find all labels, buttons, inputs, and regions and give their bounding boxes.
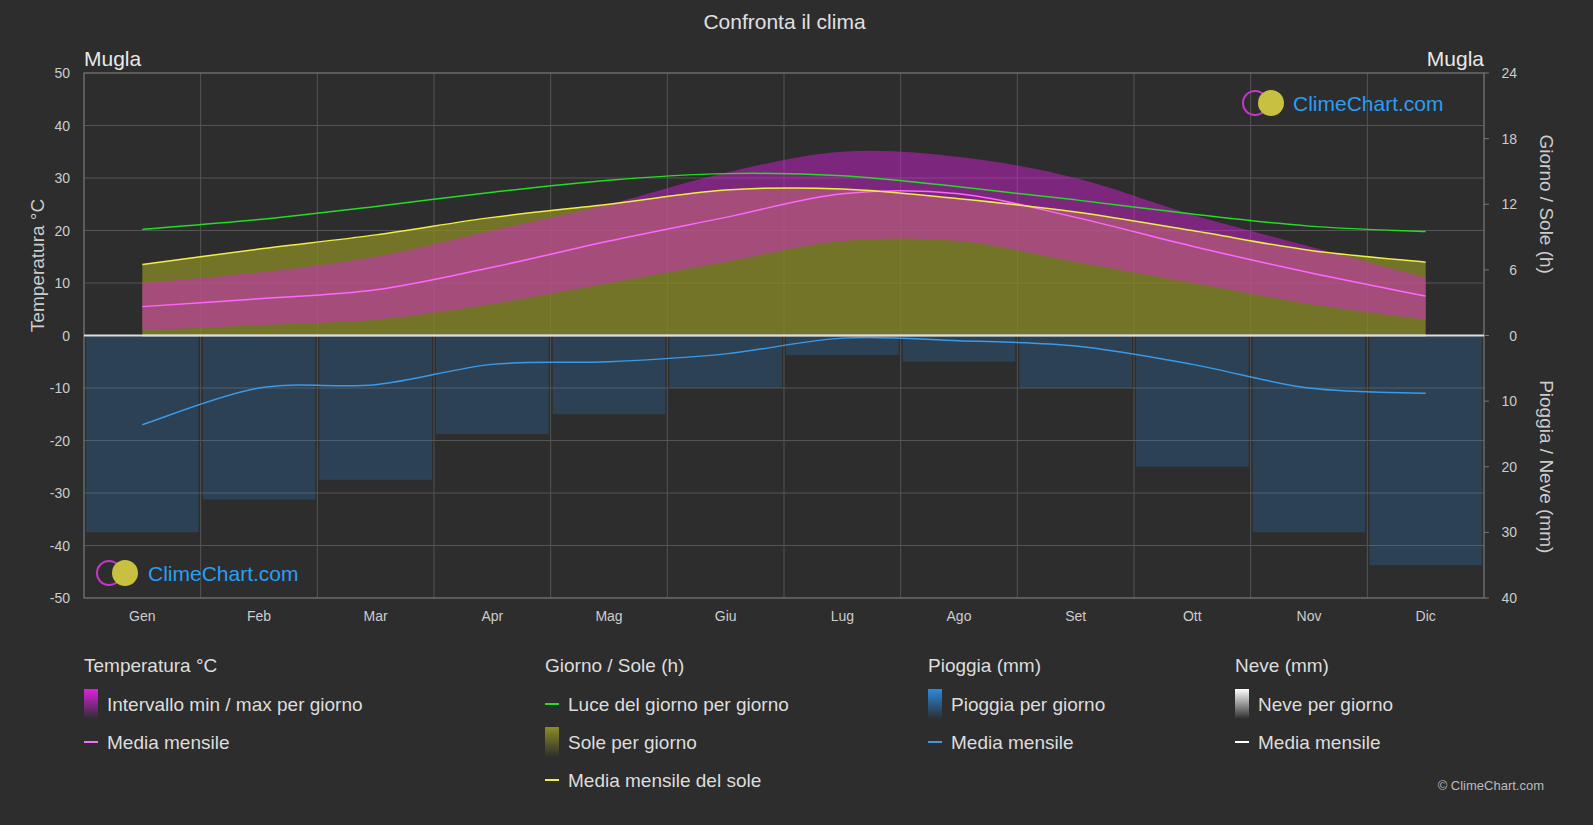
x-tick-label: Mar: [364, 608, 388, 624]
tick: [1484, 269, 1489, 270]
x-tick-label: Mag: [595, 608, 622, 624]
x-tick-label: Lug: [831, 608, 854, 624]
tick-label: 12: [1501, 196, 1517, 212]
bar: [436, 336, 549, 434]
tick-label: -10: [50, 380, 70, 396]
bar: [319, 336, 432, 480]
tick-label: 10: [1501, 393, 1517, 409]
legend-label: Sole per giorno: [568, 732, 697, 753]
legend-heading: Pioggia (mm): [928, 655, 1041, 676]
tick-label: 24: [1501, 65, 1517, 81]
copyright: © ClimeChart.com: [1438, 778, 1544, 793]
tick-label: -20: [50, 433, 70, 449]
legend-heading: Neve (mm): [1235, 655, 1329, 676]
tick-label: 30: [54, 170, 70, 186]
legend-label: Pioggia per giorno: [951, 694, 1105, 715]
tick-label: 18: [1501, 131, 1517, 147]
x-tick-label: Ago: [947, 608, 972, 624]
legend-heading: Temperatura °C: [84, 655, 217, 676]
tick-label: -30: [50, 485, 70, 501]
tick: [1484, 335, 1489, 336]
bar: [1253, 336, 1366, 533]
plot-area: [86, 151, 1482, 565]
grid-line: [84, 335, 1484, 336]
tick-label: 50: [54, 65, 70, 81]
chart: -50 -40 -30 -20 -10 0 10 20 30 40 50 0 6 12 18 24 10 20 30…: [0, 0, 1593, 825]
background: [0, 0, 1593, 825]
x-tick-label: Giu: [715, 608, 737, 624]
tick: [1484, 466, 1489, 467]
legend-heading: Giorno / Sole (h): [545, 655, 684, 676]
x-tick-label: Apr: [481, 608, 503, 624]
tick-label: 10: [54, 275, 70, 291]
x-tick-label: Gen: [129, 608, 155, 624]
legend-swatch: [545, 779, 559, 781]
tick-label: 20: [54, 223, 70, 239]
title: Confronta il clima: [703, 10, 866, 33]
bar: [1136, 336, 1249, 467]
location-right: Mugla: [1427, 47, 1485, 70]
legend-swatch: [84, 741, 98, 743]
tick-label: 40: [54, 118, 70, 134]
legend-label: Neve per giorno: [1258, 694, 1393, 715]
x-tick-label: Feb: [247, 608, 271, 624]
y3-axis-label: Pioggia / Neve (mm): [1536, 380, 1557, 553]
tick-label: 30: [1501, 524, 1517, 540]
legend-label: Media mensile: [1258, 732, 1381, 753]
legend-label: Media mensile del sole: [568, 770, 761, 791]
tick-label: -50: [50, 590, 70, 606]
tick-label: 40: [1501, 590, 1517, 606]
legend-label: Intervallo min / max per giorno: [107, 694, 363, 715]
location-left: Mugla: [84, 47, 142, 70]
bar: [86, 336, 199, 533]
line: [142, 191, 1425, 307]
range-band: [142, 151, 1425, 330]
watermark: ClimeChart.com: [97, 560, 299, 586]
line: [142, 337, 1425, 424]
legend-swatch: [1235, 741, 1249, 743]
legend-label: Media mensile: [951, 732, 1074, 753]
y-axis-label: Temperatura °C: [27, 199, 48, 332]
tick: [1484, 138, 1489, 139]
legend-swatch: [1235, 689, 1249, 719]
x-tick-label: Dic: [1416, 608, 1436, 624]
bar: [669, 336, 782, 389]
watermark-text: ClimeChart.com: [148, 562, 299, 585]
tick: [1484, 73, 1489, 74]
grid: [84, 73, 1484, 598]
bar: [553, 336, 666, 415]
tick: [1484, 598, 1489, 599]
tick-label: 6: [1509, 262, 1517, 278]
x-tick-label: Nov: [1297, 608, 1322, 624]
x-tick-label: Ott: [1183, 608, 1202, 624]
tick: [1484, 532, 1489, 533]
tick-label: 20: [1501, 459, 1517, 475]
watermark: ClimeChart.com: [1243, 90, 1444, 116]
legend-swatch: [928, 741, 942, 743]
x-tick-label: Set: [1065, 608, 1086, 624]
tick-label: 0: [1509, 328, 1517, 344]
line: [142, 188, 1425, 264]
legend-swatch: [84, 689, 98, 719]
line: [142, 173, 1425, 231]
tick: [1484, 204, 1489, 205]
y2-axis-label: Giorno / Sole (h): [1536, 135, 1557, 274]
tick-label: -40: [50, 538, 70, 554]
zero-line: [84, 335, 1484, 337]
tick: [1484, 401, 1489, 402]
bar: [1369, 336, 1482, 566]
legend-swatch: [928, 689, 942, 719]
bar: [203, 336, 316, 500]
tick-label: 0: [62, 328, 70, 344]
legend-swatch: [545, 727, 559, 757]
legend-label: Luce del giorno per giorno: [568, 694, 789, 715]
watermark-text: ClimeChart.com: [1293, 92, 1444, 115]
plot-frame: [84, 73, 1484, 598]
legend-swatch: [545, 703, 559, 705]
legend-label: Media mensile: [107, 732, 230, 753]
